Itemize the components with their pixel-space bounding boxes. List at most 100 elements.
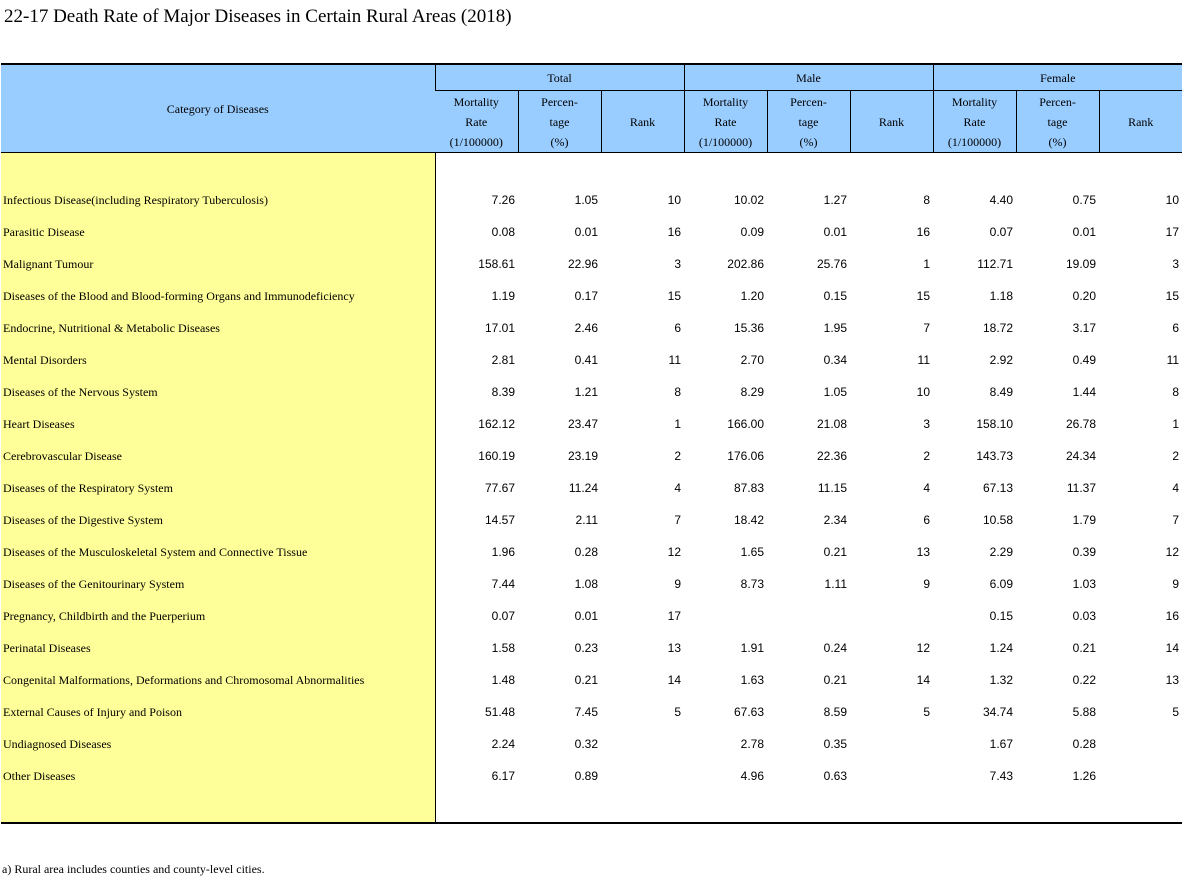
percentage-header-line: tage [549, 114, 570, 129]
percentage-cell-male [767, 600, 850, 632]
percentage-cell-female: 0.20 [1072, 289, 1097, 303]
table-row: Diseases of the Respiratory System 77.67 1… [1, 472, 1182, 504]
rank-cell-total: 17 [667, 609, 681, 623]
percentage-cell-male: 0.35 [823, 737, 847, 751]
death-rate-table-container: Category of Diseases Total Male Female M… [1, 63, 1183, 824]
percentage-cell-male: 0.21 [823, 673, 847, 687]
rank-cell-male: 5 [923, 705, 931, 719]
rank-cell-female: 11 [1166, 353, 1180, 367]
empty-cell [1016, 792, 1100, 824]
mortality-header-line: Rate [963, 114, 986, 129]
percentage-header-female: Percen-tage (%) [1015, 90, 1100, 153]
category-cell: Other Diseases [1, 760, 436, 792]
mortality-rate-cell-female: 67.13 [982, 481, 1014, 495]
mortality-rate-cell-female: 0.07 [989, 225, 1014, 239]
rank-cell-female: 14 [1165, 641, 1180, 655]
category-cell: Parasitic Disease [1, 216, 436, 248]
mortality-rate-cell-male: 18.42 [733, 513, 764, 527]
rank-cell-female [1099, 760, 1182, 792]
table-row: Other Diseases 6.17 0.89 4.96 0.63 7.43 1.26 [1, 760, 1182, 792]
mortality-rate-cell-total: 0.08 [491, 225, 515, 239]
table-row: Undiagnosed Diseases 2.24 0.32 2.78 0.35 1.67… [1, 728, 1182, 760]
rank-cell-total: 2 [674, 449, 681, 463]
empty-cell [435, 792, 518, 824]
mortality-rate-cell-total: 1.96 [491, 545, 515, 559]
empty-cell [518, 153, 601, 185]
rank-header-male: Rank [849, 90, 934, 153]
percentage-cell-female: 19.09 [1065, 257, 1097, 271]
percentage-cell-total: 1.08 [574, 577, 598, 591]
percentage-cell-female: 26.78 [1065, 417, 1097, 431]
rank-cell-male: 10 [916, 385, 931, 399]
table-row: Perinatal Diseases 1.58 0.23 13 1.91 0.24 12 1.… [1, 632, 1182, 664]
empty-cell [850, 153, 933, 185]
table-row: Infectious Disease(including Respiratory… [1, 184, 1182, 216]
rank-header-total: Rank [600, 90, 684, 153]
category-cell: Diseases of the Nervous System [1, 376, 436, 408]
mortality-rate-cell-total: 1.19 [491, 289, 515, 303]
table-row: Pregnancy, Childbirth and the Puerperium… [1, 600, 1182, 632]
empty-cell [435, 153, 518, 185]
rank-cell-female: 5 [1172, 705, 1180, 719]
table-row: Mental Disorders 2.81 0.41 11 2.70 0.34 11 2.92… [1, 344, 1182, 376]
rank-cell-male [850, 760, 933, 792]
mortality-rate-cell-female: 18.72 [982, 321, 1014, 335]
mortality-rate-cell-total: 0.07 [491, 609, 515, 623]
percentage-header-total: Percen-tage (%) [517, 90, 601, 153]
rank-cell-male [850, 728, 933, 760]
rank-cell-female: 13 [1165, 673, 1180, 687]
rank-cell-female: 10 [1165, 193, 1180, 207]
percentage-header-line: Percen- [541, 94, 578, 109]
percentage-cell-female: 0.28 [1072, 737, 1097, 751]
category-cell: Mental Disorders [1, 344, 436, 376]
mortality-rate-cell-male: 10.02 [733, 193, 764, 207]
mortality-rate-cell-female: 10.58 [982, 513, 1014, 527]
rank-cell-total: 11 [668, 353, 681, 367]
page-title: 22-17 Death Rate of Major Diseases in Ce… [4, 6, 512, 27]
mortality-header-line: Rate [714, 114, 737, 129]
mortality-rate-cell-male: 1.20 [740, 289, 764, 303]
mortality-rate-cell-male: 4.96 [740, 769, 764, 783]
empty-cell [1099, 153, 1182, 185]
mortality-rate-cell-total: 6.17 [491, 769, 515, 783]
rank-cell-male: 12 [916, 641, 931, 655]
mortality-rate-cell-female: 6.09 [989, 577, 1014, 591]
mortality-rate-cell-total: 77.67 [484, 481, 515, 495]
rank-cell-male: 16 [916, 225, 931, 239]
rank-cell-total: 4 [674, 481, 681, 495]
rank-cell-female: 3 [1172, 257, 1180, 271]
empty-cell [1016, 153, 1099, 185]
category-cell: Diseases of the Genitourinary System [1, 568, 436, 600]
category-cell: Pregnancy, Childbirth and the Puerperium [1, 600, 436, 632]
rank-cell-female: 9 [1172, 577, 1180, 591]
mortality-rate-cell-male: 2.78 [740, 737, 764, 751]
footnote: a) Rural area includes counties and coun… [2, 862, 265, 876]
percentage-header-line: (%) [799, 134, 818, 149]
category-cell: Cerebrovascular Disease [1, 440, 436, 472]
rank-cell-total: 15 [667, 289, 681, 303]
mortality-rate-cell-male: 87.83 [733, 481, 764, 495]
rank-cell-male: 8 [923, 193, 931, 207]
percentage-cell-female: 0.03 [1072, 609, 1097, 623]
percentage-cell-male: 0.24 [823, 641, 847, 655]
mortality-header-line: Mortality [453, 94, 499, 109]
rank-cell-male: 9 [923, 577, 931, 591]
table-row: Diseases of the Digestive System 14.57 2.1… [1, 504, 1182, 536]
rank-cell-male: 7 [923, 321, 931, 335]
percentage-cell-total: 1.05 [574, 193, 598, 207]
mortality-rate-cell-total: 7.44 [491, 577, 515, 591]
mortality-rate-cell-female: 0.15 [989, 609, 1014, 623]
percentage-cell-female: 0.21 [1072, 641, 1097, 655]
mortality-header-line: Mortality [702, 94, 749, 109]
percentage-cell-female: 0.39 [1072, 545, 1097, 559]
rank-cell-total: 6 [674, 321, 681, 335]
category-cell: Diseases of the Digestive System [1, 504, 436, 536]
percentage-cell-male: 8.59 [823, 705, 847, 719]
table-row: External Causes of Injury and Poison 51.4… [1, 696, 1182, 728]
percentage-cell-female: 0.01 [1072, 225, 1097, 239]
mortality-rate-cell-total: 14.57 [484, 513, 515, 527]
mortality-rate-cell-total: 8.39 [491, 385, 515, 399]
category-cell: Perinatal Diseases [1, 632, 436, 664]
mortality-rate-cell-male: 8.73 [740, 577, 764, 591]
mortality-rate-header-total: Mortality Rate (1/100000) [435, 90, 518, 153]
